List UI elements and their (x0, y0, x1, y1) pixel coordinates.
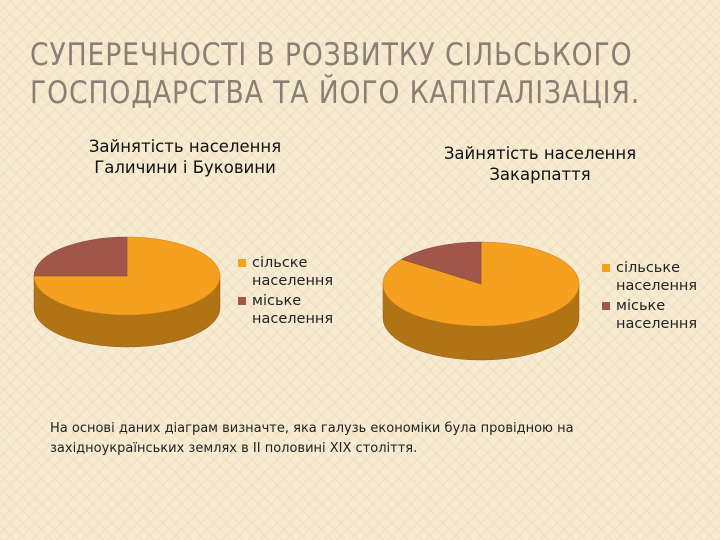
chart-2-legend-item-rural: сільське населення (602, 259, 720, 295)
legend-swatch (238, 297, 246, 305)
chart-1-title-line-2: Галичини і Буковини (94, 158, 276, 177)
legend-label: міське населення (616, 298, 698, 332)
slide-title-line-1: СУПЕРЕЧНОСТІ В РОЗВИТКУ СІЛЬСЬКОГО (30, 37, 633, 73)
chart-2-pie (382, 241, 580, 361)
chart-2-title: Зайнятість населення Закарпаття (420, 143, 660, 185)
legend-label: міське населення (252, 293, 334, 327)
chart-1-legend-item-rural: сільске населення (238, 254, 370, 290)
chart-1-pie (33, 236, 221, 348)
legend-swatch (602, 302, 610, 310)
legend-swatch (238, 259, 246, 267)
legend-label: сільське населення (616, 260, 698, 294)
pie-slice-1 (400, 241, 482, 285)
slide-title: СУПЕРЕЧНОСТІ В РОЗВИТКУ СІЛЬСЬКОГО ГОСПО… (30, 36, 641, 112)
question-text: На основі даних діаграм визначте, яка га… (50, 421, 574, 456)
chart-2-title-line-2: Закарпаття (489, 165, 591, 184)
chart-2-title-line-1: Зайнятість населення (443, 144, 637, 163)
chart-1-legend-item-urban: міське населення (238, 292, 370, 328)
pie-slice-1 (33, 236, 128, 277)
chart-2-legend: сільське населення міське населення (602, 259, 720, 335)
legend-swatch (602, 264, 610, 272)
pie-slice-0 (33, 236, 221, 316)
legend-label: сільске населення (252, 255, 334, 289)
chart-1-title: Зайнятість населення Галичини і Буковини (70, 136, 300, 178)
chart-1-legend: сільске населення міське населення (238, 254, 370, 330)
chart-2-legend-item-urban: міське населення (602, 297, 720, 333)
slide-title-line-2: ГОСПОДАРСТВА ТА ЙОГО КАПІТАЛІЗАЦІЯ. (30, 75, 641, 111)
chart-1-title-line-1: Зайнятість населення (88, 137, 282, 156)
